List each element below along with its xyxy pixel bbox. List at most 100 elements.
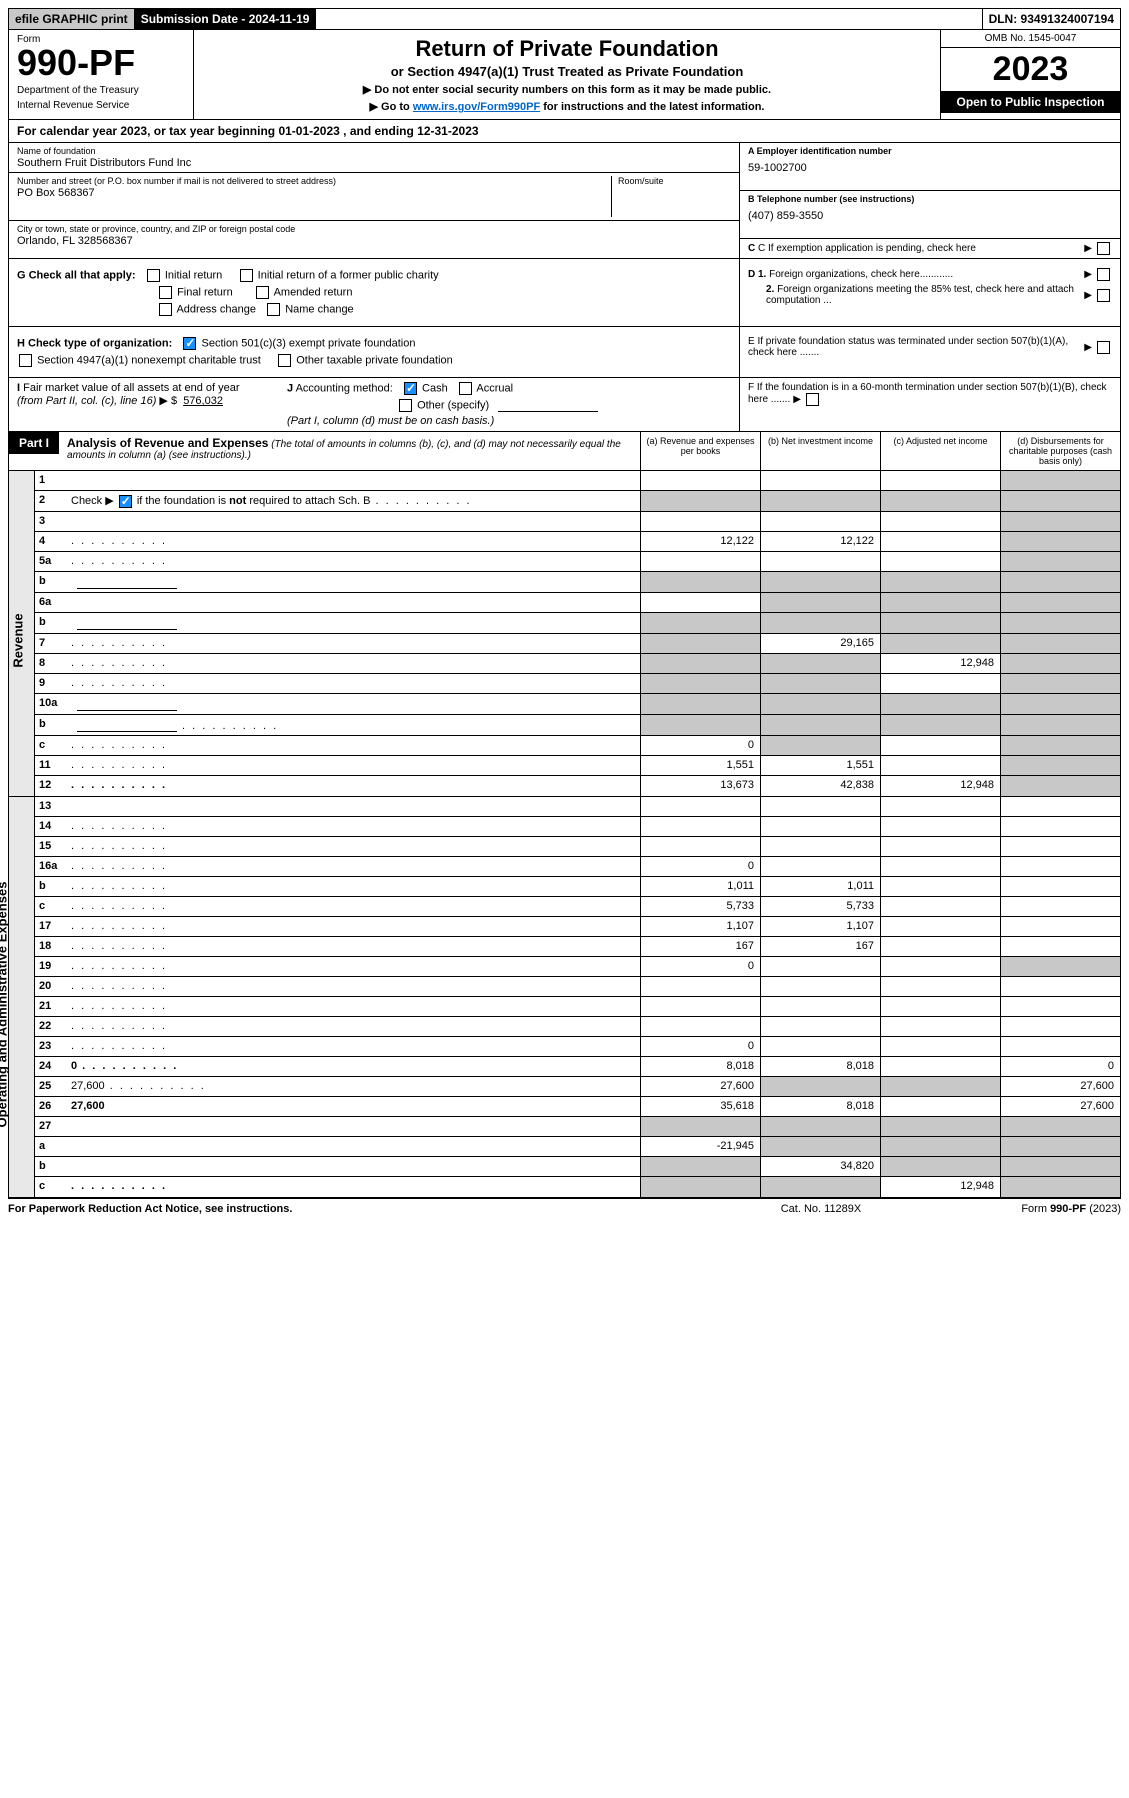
cell-a: 167 — [640, 937, 760, 956]
table-row: c0 — [35, 736, 1120, 756]
revenue-side-label: Revenue — [9, 471, 35, 796]
cell-b — [760, 654, 880, 673]
department-line1: Department of the Treasury — [17, 85, 185, 96]
cell-d — [1000, 552, 1120, 571]
cell-d — [1000, 715, 1120, 735]
cell-a: 0 — [640, 857, 760, 876]
checkbox-address-change[interactable] — [159, 303, 172, 316]
revenue-table: Revenue 12Check ▶ if the foundation is n… — [8, 471, 1121, 797]
cell-b — [760, 997, 880, 1016]
table-row: 15 — [35, 837, 1120, 857]
checkbox-other-method[interactable] — [399, 399, 412, 412]
checkbox-d2[interactable] — [1097, 289, 1110, 302]
table-row: 812,948 — [35, 654, 1120, 674]
checkbox-501c3[interactable] — [183, 337, 196, 350]
title-block: Return of Private Foundation or Section … — [194, 30, 940, 119]
checkbox-initial-return[interactable] — [147, 269, 160, 282]
cell-d — [1000, 593, 1120, 612]
cell-c — [880, 877, 1000, 896]
cell-b — [760, 736, 880, 755]
cell-c — [880, 897, 1000, 916]
check-section-h: H Check type of organization: Section 50… — [8, 327, 1121, 378]
cell-d — [1000, 1157, 1120, 1176]
cell-b: 8,018 — [760, 1097, 880, 1116]
table-row: b — [35, 572, 1120, 593]
cell-d — [1000, 776, 1120, 796]
g-row: G Check all that apply: Initial return I… — [17, 269, 731, 282]
cell-c — [880, 817, 1000, 836]
cell-d — [1000, 997, 1120, 1016]
table-row: 111,5511,551 — [35, 756, 1120, 776]
checkbox-f[interactable] — [806, 393, 819, 406]
efile-print-button[interactable]: efile GRAPHIC print — [9, 9, 135, 29]
table-row: 16a0 — [35, 857, 1120, 877]
cell-d — [1000, 1137, 1120, 1156]
table-row: b — [35, 613, 1120, 634]
table-row: 2Check ▶ if the foundation is not requir… — [35, 491, 1120, 512]
col-header-a: (a) Revenue and expenses per books — [640, 432, 760, 470]
cell-a: 0 — [640, 1037, 760, 1056]
cell-a — [640, 491, 760, 511]
cell-a — [640, 1117, 760, 1136]
cell-d — [1000, 857, 1120, 876]
checkbox-initial-former[interactable] — [240, 269, 253, 282]
cell-b — [760, 817, 880, 836]
cell-d — [1000, 877, 1120, 896]
cell-b: 12,122 — [760, 532, 880, 551]
cell-b — [760, 837, 880, 856]
cell-a: 0 — [640, 736, 760, 755]
cell-a — [640, 613, 760, 633]
checkbox-other-taxable[interactable] — [278, 354, 291, 367]
cell-d — [1000, 572, 1120, 592]
checkbox-final-return[interactable] — [159, 286, 172, 299]
exemption-pending-cell: C C If exemption application is pending,… — [740, 239, 1120, 258]
table-row: 3 — [35, 512, 1120, 532]
checkbox-accrual[interactable] — [459, 382, 472, 395]
cell-b — [760, 1177, 880, 1197]
cell-a — [640, 593, 760, 612]
checkbox-4947[interactable] — [19, 354, 32, 367]
table-row: 1 — [35, 471, 1120, 491]
cell-d — [1000, 634, 1120, 653]
cell-a — [640, 674, 760, 693]
cell-b: 42,838 — [760, 776, 880, 796]
form-subtitle: or Section 4947(a)(1) Trust Treated as P… — [206, 64, 928, 79]
cell-c — [880, 491, 1000, 511]
cell-d — [1000, 977, 1120, 996]
checkbox-sch-b[interactable] — [119, 495, 132, 508]
cell-d — [1000, 797, 1120, 816]
table-row: 27 — [35, 1117, 1120, 1137]
cell-d — [1000, 1117, 1120, 1136]
cell-b — [760, 694, 880, 714]
cell-a — [640, 715, 760, 735]
cell-a: 27,600 — [640, 1077, 760, 1096]
cell-c — [880, 1077, 1000, 1096]
checkbox-e[interactable] — [1097, 341, 1110, 354]
cell-b — [760, 471, 880, 490]
cell-d — [1000, 1017, 1120, 1036]
table-row: 20 — [35, 977, 1120, 997]
checkbox-name-change[interactable] — [267, 303, 280, 316]
checkbox-cash[interactable] — [404, 382, 417, 395]
checkbox-amended[interactable] — [256, 286, 269, 299]
footer: For Paperwork Reduction Act Notice, see … — [8, 1198, 1121, 1219]
check-section-g: G Check all that apply: Initial return I… — [8, 259, 1121, 327]
cell-b: 1,011 — [760, 877, 880, 896]
table-row: 230 — [35, 1037, 1120, 1057]
irs-link[interactable]: www.irs.gov/Form990PF — [413, 101, 540, 113]
cell-b — [760, 1137, 880, 1156]
calendar-year-row: For calendar year 2023, or tax year begi… — [8, 120, 1121, 143]
cell-b — [760, 1077, 880, 1096]
form-number: 990-PF — [17, 45, 185, 81]
checkbox-d1[interactable] — [1097, 268, 1110, 281]
entity-info: Name of foundation Southern Fruit Distri… — [8, 143, 1121, 259]
cell-a: 35,618 — [640, 1097, 760, 1116]
cell-c — [880, 1117, 1000, 1136]
ein-cell: A Employer identification number 59-1002… — [740, 143, 1120, 191]
cell-a: 1,011 — [640, 877, 760, 896]
checkbox-c[interactable] — [1097, 242, 1110, 255]
cell-b: 8,018 — [760, 1057, 880, 1076]
cell-a: 12,122 — [640, 532, 760, 551]
cell-a: 8,018 — [640, 1057, 760, 1076]
tax-year: 2023 — [941, 48, 1120, 91]
